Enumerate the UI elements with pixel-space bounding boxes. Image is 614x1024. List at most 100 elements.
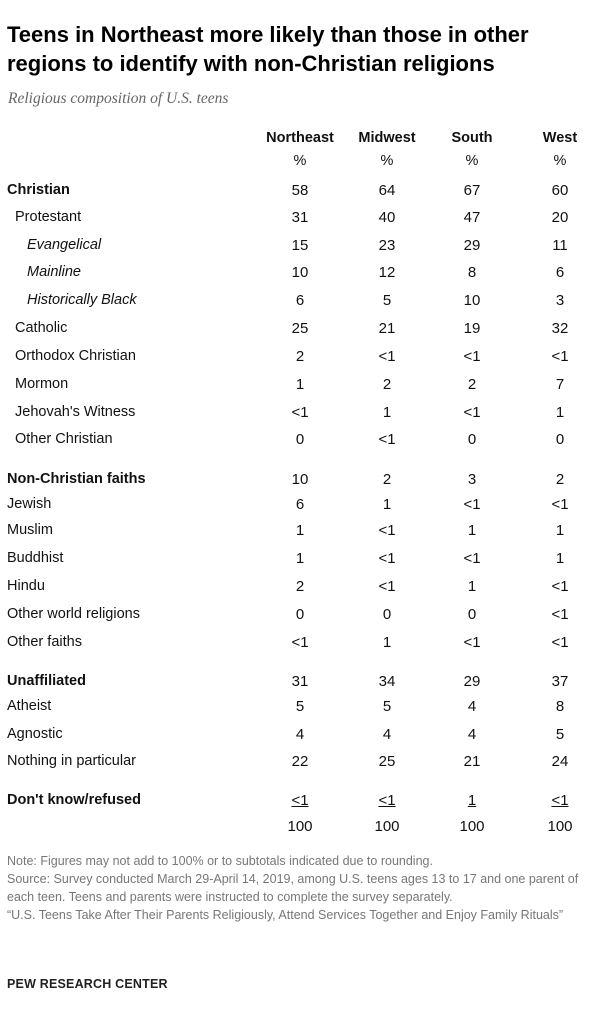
table-cell: 6 xyxy=(555,264,565,281)
table-cell: 10 xyxy=(291,264,309,281)
table-cell: <1 xyxy=(378,431,396,448)
total-cell: 100 xyxy=(374,818,400,835)
table-cell: 29 xyxy=(463,673,481,690)
table-cell: 1 xyxy=(467,578,477,595)
table-cell: 6 xyxy=(295,292,305,309)
row-label: Orthodox Christian xyxy=(15,348,136,364)
table-cell: 2 xyxy=(295,578,305,595)
table-cell: 7 xyxy=(555,376,565,393)
table-cell: 1 xyxy=(295,550,305,567)
chart-title: Teens in Northeast more likely than thos… xyxy=(7,22,529,76)
source-label: PEW RESEARCH CENTER xyxy=(7,977,168,991)
table-cell: 0 xyxy=(295,606,305,623)
table-cell: 0 xyxy=(295,431,305,448)
table-cell: 25 xyxy=(291,320,309,337)
row-label: Agnostic xyxy=(7,726,63,742)
table-cell: 20 xyxy=(551,209,569,226)
table-cell: <1 xyxy=(463,550,481,567)
table-cell: 10 xyxy=(463,292,481,309)
table-cell: 8 xyxy=(555,698,565,715)
row-label: Hindu xyxy=(7,578,45,594)
table-cell: 64 xyxy=(378,182,396,199)
column-header: West xyxy=(542,130,578,146)
table-cell: 60 xyxy=(551,182,569,199)
table-cell: 15 xyxy=(291,237,309,254)
row-label: Catholic xyxy=(15,320,68,336)
table-cell: 21 xyxy=(378,320,396,337)
note-report-title: “U.S. Teens Take After Their Parents Rel… xyxy=(7,908,564,922)
table-cell: 31 xyxy=(291,673,309,690)
row-label: Nothing in particular xyxy=(7,753,136,769)
column-unit: % xyxy=(293,153,307,169)
table-cell: <1 xyxy=(291,404,309,421)
table-cell: 1 xyxy=(295,522,305,539)
table-cell: 4 xyxy=(382,726,392,743)
table-cell: 31 xyxy=(291,209,309,226)
table-cell: 19 xyxy=(463,320,481,337)
table-cell: <1 xyxy=(551,606,569,623)
table-cell: <1 xyxy=(551,496,569,513)
table-cell: 8 xyxy=(467,264,477,281)
table-cell: 1 xyxy=(382,404,392,421)
table-cell: 11 xyxy=(552,237,568,254)
note-source: Source: Survey conducted March 29-April … xyxy=(7,872,579,904)
total-cell: 100 xyxy=(459,818,485,835)
table-cell: <1 xyxy=(463,634,481,651)
table-cell: 1 xyxy=(555,550,565,567)
table-cell: <1 xyxy=(378,578,396,595)
table-cell: 2 xyxy=(467,376,477,393)
table-cell: 37 xyxy=(551,673,569,690)
row-label: Other Christian xyxy=(15,431,113,447)
table-cell: 1 xyxy=(467,792,477,809)
row-label: Protestant xyxy=(15,209,82,225)
table-cell: 2 xyxy=(555,471,565,488)
table-cell: 24 xyxy=(551,753,569,770)
table-cell: 1 xyxy=(555,404,565,421)
table-cell: 1 xyxy=(467,522,477,539)
table-cell: 0 xyxy=(467,606,477,623)
row-label: Evangelical xyxy=(27,237,102,253)
table-cell: <1 xyxy=(378,348,396,365)
note-rounding: Note: Figures may not add to 100% or to … xyxy=(7,854,433,868)
table-cell: 34 xyxy=(378,673,396,690)
row-label: Mormon xyxy=(15,376,69,392)
table-cell: 4 xyxy=(295,726,305,743)
table-cell: 1 xyxy=(382,634,392,651)
row-label: Other world religions xyxy=(7,606,140,622)
table-cell: <1 xyxy=(378,522,396,539)
row-label: Jewish xyxy=(7,496,52,512)
table-cell: <1 xyxy=(551,578,569,595)
column-unit: % xyxy=(553,153,567,169)
table-cell: 1 xyxy=(555,522,565,539)
table-cell: 58 xyxy=(291,182,309,199)
table-cell: 47 xyxy=(463,209,481,226)
table-cell: <1 xyxy=(463,404,481,421)
table-cell: 40 xyxy=(378,209,396,226)
table-cell: 12 xyxy=(378,264,396,281)
table-cell: 0 xyxy=(382,606,392,623)
table-cell: 4 xyxy=(467,698,477,715)
table-cell: 4 xyxy=(467,726,477,743)
column-header: South xyxy=(451,130,493,146)
table-cell: <1 xyxy=(291,792,309,809)
table-cell: 5 xyxy=(382,292,392,309)
row-label: Other faiths xyxy=(7,634,82,650)
table-cell: <1 xyxy=(551,634,569,651)
table-cell: 5 xyxy=(295,698,305,715)
row-label: Non-Christian faiths xyxy=(7,471,146,487)
table-cell: 3 xyxy=(555,292,565,309)
table-cell: 29 xyxy=(463,237,481,254)
table-cell: <1 xyxy=(551,348,569,365)
table-cell: 25 xyxy=(378,753,396,770)
table-cell: 2 xyxy=(382,376,392,393)
column-unit: % xyxy=(465,153,479,169)
table-cell: 5 xyxy=(382,698,392,715)
table-cell: 1 xyxy=(382,496,392,513)
table-cell: <1 xyxy=(291,634,309,651)
column-unit: % xyxy=(380,153,394,169)
row-label: Unaffiliated xyxy=(7,673,86,689)
row-label: Historically Black xyxy=(27,292,137,308)
table-cell: 2 xyxy=(382,471,392,488)
table-cell: 0 xyxy=(467,431,477,448)
table-cell: 0 xyxy=(555,431,565,448)
